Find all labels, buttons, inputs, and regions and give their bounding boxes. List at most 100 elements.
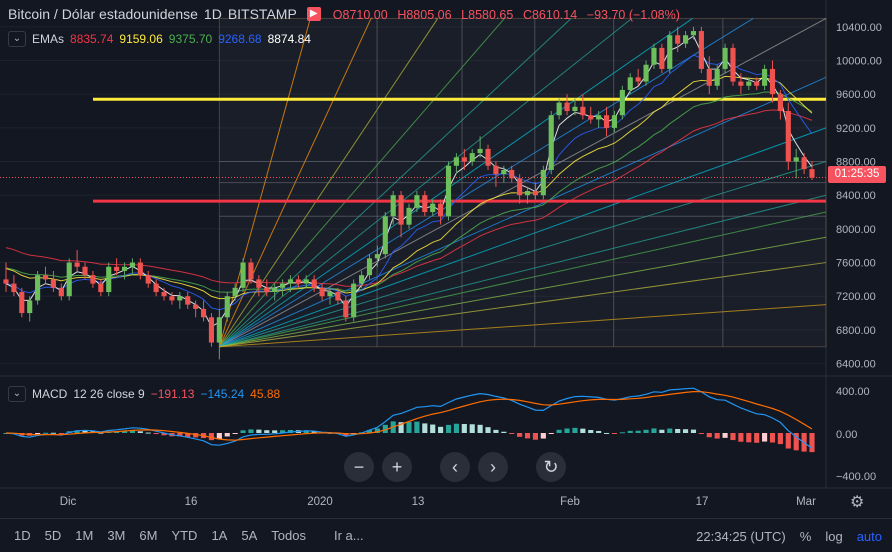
macd-histogram-bar [485,427,491,433]
collapse-chevron-icon[interactable]: ⌄ [8,31,26,47]
candle-body [762,68,768,86]
horizontal-lines[interactable] [93,97,826,203]
price-axis-label: 7600.00 [836,258,876,270]
ohlc-close: C8610.14 [522,7,578,22]
macd-histogram-bar [611,433,618,434]
candle-body [611,115,618,128]
macd-histogram-bar [675,428,681,433]
macd-histogram-bar [438,426,444,433]
candle-body [193,304,199,309]
macd-histogram-bar [477,424,483,433]
candle-body [153,283,159,293]
percent-scale-button[interactable]: % [799,528,812,544]
symbol-title[interactable]: Bitcoin / Dólar estadounidense [8,6,198,22]
goto-date-button[interactable]: Ir a... [333,528,364,543]
candle-body [706,68,712,86]
timeframe-todos[interactable]: Todos [271,528,306,543]
ema-label[interactable]: EMAs [32,32,65,46]
log-scale-button[interactable]: log [825,528,843,544]
macd-histogram-bar [232,433,238,434]
timeframe-5d[interactable]: 5D [44,528,62,543]
candle-body [121,266,128,271]
macd-histogram-bar [730,433,736,441]
macd-histogram-bar [382,424,388,433]
fan-line [219,76,827,348]
clock[interactable]: 22:34:25 (UTC) [696,528,786,544]
timeframe-3m[interactable]: 3M [107,528,126,543]
macd-histogram-bar [627,430,633,433]
macd-histogram-bar [556,429,562,433]
symbol-interval[interactable]: 1D [203,6,222,22]
fan-line [219,236,827,348]
reset-chart-button[interactable]: ↻ [536,452,566,482]
macd-histogram-bar [793,433,799,451]
candle-body [185,296,191,305]
macd-histogram-bar [469,424,475,433]
macd-histogram-bar [311,431,317,433]
fan-line [219,304,827,348]
timeframe-1d[interactable]: 1D [14,528,31,543]
macd-histogram-bar [272,430,278,433]
candle-body [272,287,278,293]
timeframe-1m[interactable]: 1M [75,528,94,543]
candle-body [461,157,467,162]
candle-body [335,292,341,301]
candle-body [722,47,728,69]
fan-line [219,211,827,348]
candle-body [635,77,641,82]
macd-histogram-bar [161,433,167,436]
timeframe-1a[interactable]: 1A [211,528,228,543]
price-chart[interactable]: 10400.00 10000.00 9600.00 9200.00 8800.00 840… [0,0,892,518]
symbol-legend: Bitcoin / Dólar estadounidense 1D BITSTA… [8,6,686,22]
macd-histogram-bar [374,428,380,433]
price-axis-label: 6400.00 [836,359,876,371]
candle-body [406,207,412,225]
candle-body [588,115,594,120]
candle-body [58,287,64,297]
zoom-out-button[interactable]: − [344,452,374,482]
time-axis-label: Dic [60,496,77,508]
candle-body [398,195,404,225]
candle-body [169,296,175,301]
zoom-in-button[interactable]: + [382,452,412,482]
symbol-exchange[interactable]: BITSTAMP [227,6,297,22]
price-axis-label: 8800.00 [836,157,876,169]
scroll-forward-button[interactable]: › [478,452,508,482]
candle-body [627,77,633,90]
macd-histogram-bar [98,432,104,434]
timeframe-6m[interactable]: 6M [139,528,158,543]
price-axis-label: 9600.00 [836,89,876,101]
macd-histogram-bar [683,429,689,433]
macd-histogram-bar [129,430,135,433]
gear-icon[interactable]: ⚙ [850,494,865,511]
macd-histogram-bar [769,433,776,443]
macd-histogram-bar [509,433,515,434]
candle-body [690,31,697,36]
timeframe-ytd[interactable]: YTD [171,528,198,543]
ohlc-open: O8710.00 [332,7,388,22]
candle-body [596,115,602,120]
macd-label[interactable]: MACD [32,387,68,401]
ohlc-values: O8710.00 H8805.06 L8580.65 C8610.14 −93.… [333,7,686,22]
macd-histogram-bar [754,433,760,443]
macd-histogram-bar [240,430,246,433]
collapse-chevron-icon[interactable]: ⌄ [8,386,26,402]
macd-legend: ⌄ MACD 12 26 close 9 −191.13 −145.24 45.… [8,386,280,402]
macd-histogram-bar [256,429,262,433]
timeframe-5a[interactable]: 5A [241,528,258,543]
macd-histogram-bar [398,422,404,433]
macd-histogram-bar [264,430,270,433]
macd-histogram-bar [588,429,594,433]
macd-histogram-bar [722,433,728,438]
scroll-back-button[interactable]: ‹ [440,452,470,482]
macd-histogram-bar [366,430,373,433]
candle-body [501,169,507,175]
auto-scale-button[interactable]: auto [856,528,882,544]
candle-body [509,169,515,179]
flag-icon[interactable]: ▶ [306,7,321,21]
macd-histogram-bar [548,433,554,434]
candle-body [659,47,665,69]
ema-value-2: 9159.06 [119,32,163,46]
macd-histogram-bar [651,428,657,433]
fan-line [219,262,827,348]
